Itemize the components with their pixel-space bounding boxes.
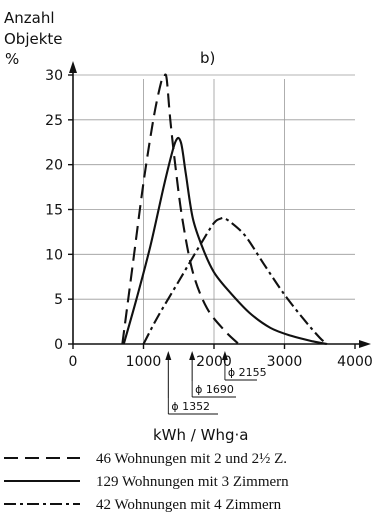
y-axis-label-line-2: Objekte	[4, 30, 63, 48]
grid	[73, 74, 355, 344]
mean-markers: ϕ 1352 ϕ 1690 ϕ 2155	[165, 351, 267, 415]
y-tick-label: 0	[54, 337, 63, 353]
y-tick-label: 10	[45, 247, 63, 263]
mean-label: ϕ 1352	[171, 400, 210, 413]
y-tick-label: 30	[45, 68, 63, 84]
y-axis-arrow	[69, 61, 77, 73]
x-tick-label: 1000	[126, 354, 162, 370]
legend-label-2: 129 Wohnungen mit 3 Zimmern	[96, 474, 289, 490]
y-axis-label-line-1: Anzahl	[4, 9, 55, 27]
x-axis-label: kWh / Whg·a	[153, 426, 248, 444]
mean-arrow-head	[221, 351, 228, 360]
legend-label-3: 42 Wohnungen mit 4 Zimmern	[96, 497, 282, 513]
labels: Anzahl Objekte % b) kWh / Whg·a	[4, 9, 248, 444]
x-tick-label: 3000	[267, 354, 303, 370]
y-tick-label: 20	[45, 158, 63, 174]
x-tick-label: 0	[69, 354, 78, 370]
x-axis-arrow	[359, 340, 371, 348]
y-tick-label: 5	[54, 292, 63, 308]
series-line-2	[122, 136, 327, 346]
mean-arrow-head	[165, 351, 172, 360]
mean-label: ϕ 1690	[195, 383, 234, 396]
y-axis-unit: %	[5, 50, 19, 68]
series-line-1	[121, 73, 240, 345]
panel-label: b)	[200, 49, 215, 67]
x-tick-label: 4000	[337, 354, 372, 370]
y-tick-label: 15	[45, 203, 63, 219]
mean-label: ϕ 2155	[228, 366, 267, 379]
mean-arrow-head	[189, 351, 196, 360]
legend-label-1: 46 Wohnungen mit 2 und 2½ Z.	[96, 451, 287, 467]
y-tick-label: 25	[45, 113, 63, 129]
series-line-3	[142, 216, 328, 345]
legend: 46 Wohnungen mit 2 und 2½ Z. 129 Wohnunge…	[4, 451, 289, 513]
series-layer	[121, 73, 328, 346]
